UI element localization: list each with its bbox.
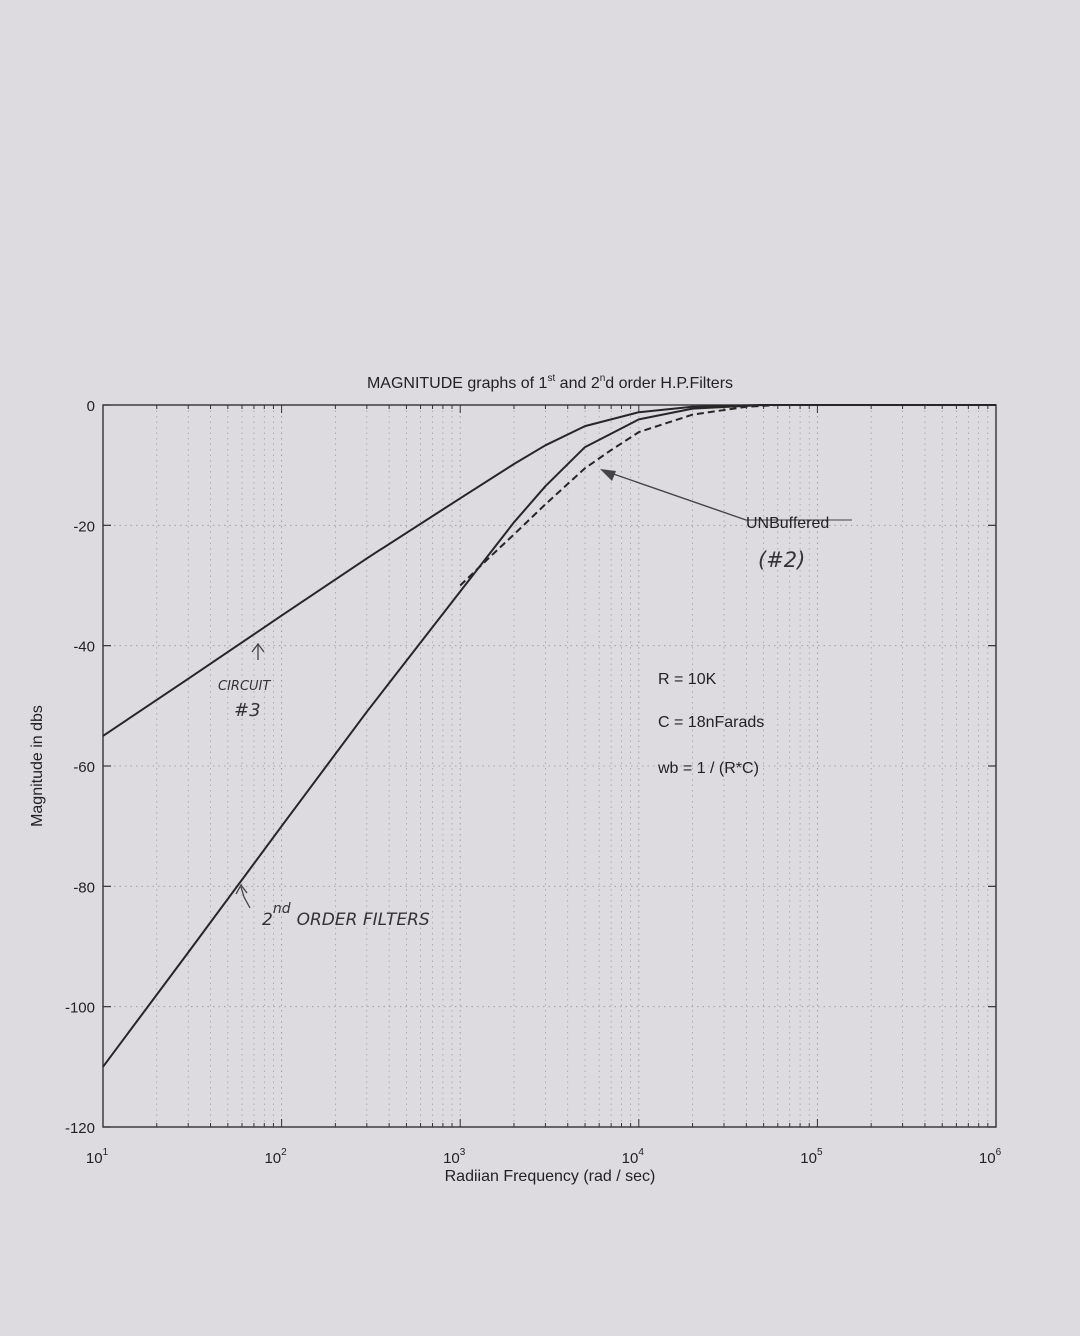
param-wb: wb = 1 / (R*C) [657, 760, 759, 777]
unbuffered-annotation: UNBuffered (#2) [600, 469, 852, 572]
series-line-1 [102, 404, 996, 737]
x-tick-label: 106 [979, 1147, 1002, 1167]
unbuffered-label: UNBuffered [746, 515, 829, 532]
y-tick-label: -120 [65, 1120, 95, 1137]
y-axis-label: Magnitude in dbs [29, 705, 46, 827]
series-line-3 [459, 404, 996, 587]
x-axis-label: Radiian Frequency (rad / sec) [445, 1168, 656, 1185]
unbuffered-number: (#2) [758, 548, 805, 572]
x-tick-label: 101 [86, 1147, 109, 1167]
y-tick-label: -60 [73, 759, 95, 776]
second-order-arrow [240, 886, 251, 909]
x-tick-label: 103 [443, 1147, 466, 1167]
x-tick-label: 104 [622, 1147, 645, 1167]
second-order-arrow-head [235, 883, 248, 895]
y-tick-label: -20 [73, 518, 95, 535]
series-line-2 [102, 404, 996, 1068]
unbuffered-arrow-line [601, 469, 747, 521]
series [102, 404, 996, 1068]
x-tick-label: 102 [264, 1147, 287, 1167]
y-tick-label: -40 [73, 639, 95, 656]
grid [103, 405, 996, 1127]
chart-title: MAGNITUDE graphs of 1st and 2nd order H.… [367, 373, 733, 392]
circuit-label: CIRCUIT [218, 679, 271, 694]
param-c: C = 18nFarads [658, 714, 764, 731]
second-order-label: 2ndORDER FILTERS [262, 901, 430, 930]
circuit-arrow-head [251, 642, 265, 653]
y-tick-label: -80 [73, 879, 95, 896]
param-r: R = 10K [658, 671, 717, 688]
second-order-annotation: 2ndORDER FILTERS [235, 883, 430, 930]
circuit-annotation: CIRCUIT #3 [218, 642, 271, 721]
x-tick-label: 105 [800, 1147, 823, 1167]
unbuffered-arrow-head [600, 469, 616, 481]
axis-ticks: 0 -20 -40 -60 -80 -100 -120 101 102 103 104 105 106 [65, 398, 1002, 1167]
circuit-number: #3 [234, 700, 261, 721]
parameter-block: R = 10K C = 18nFarads wb = 1 / (R*C) [657, 671, 764, 777]
y-tick-label: 0 [87, 398, 95, 415]
y-tick-label: -100 [65, 1000, 95, 1017]
